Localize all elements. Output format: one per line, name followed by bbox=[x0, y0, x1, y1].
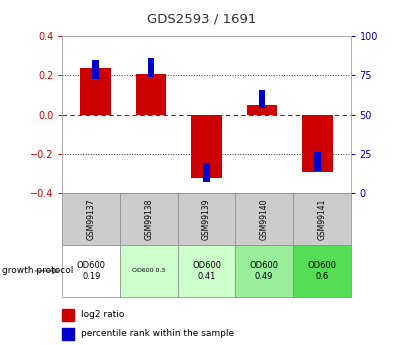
Bar bbox=[148, 58, 154, 77]
Text: percentile rank within the sample: percentile rank within the sample bbox=[81, 329, 234, 338]
Bar bbox=[293, 245, 351, 297]
Text: growth protocol: growth protocol bbox=[2, 266, 73, 275]
Bar bbox=[178, 245, 235, 297]
Text: OD600
0.41: OD600 0.41 bbox=[192, 261, 221, 280]
Bar bbox=[235, 193, 293, 245]
Text: OD600 0.3: OD600 0.3 bbox=[132, 268, 166, 273]
Bar bbox=[62, 328, 74, 339]
Bar bbox=[191, 115, 222, 177]
Bar bbox=[314, 152, 321, 171]
Text: log2 ratio: log2 ratio bbox=[81, 310, 125, 319]
Bar bbox=[178, 193, 235, 245]
Bar bbox=[120, 245, 178, 297]
Bar bbox=[92, 60, 99, 79]
Text: GDS2593 / 1691: GDS2593 / 1691 bbox=[147, 12, 256, 25]
Text: OD600
0.49: OD600 0.49 bbox=[250, 261, 278, 280]
Text: GSM99138: GSM99138 bbox=[144, 198, 154, 240]
Bar bbox=[81, 68, 111, 115]
Text: GSM99137: GSM99137 bbox=[87, 198, 96, 240]
Bar bbox=[120, 193, 178, 245]
Text: GSM99140: GSM99140 bbox=[260, 198, 269, 240]
Bar bbox=[302, 115, 332, 171]
Text: OD600
0.6: OD600 0.6 bbox=[307, 261, 336, 280]
Bar bbox=[293, 193, 351, 245]
Bar bbox=[62, 309, 74, 321]
Text: GSM99139: GSM99139 bbox=[202, 198, 211, 240]
Bar bbox=[247, 105, 277, 115]
Bar bbox=[136, 73, 166, 115]
Text: GSM99141: GSM99141 bbox=[317, 198, 326, 240]
Bar bbox=[203, 164, 210, 182]
Bar bbox=[235, 245, 293, 297]
Bar bbox=[62, 245, 120, 297]
Bar bbox=[259, 90, 265, 108]
Text: OD600
0.19: OD600 0.19 bbox=[77, 261, 106, 280]
Bar bbox=[62, 193, 120, 245]
